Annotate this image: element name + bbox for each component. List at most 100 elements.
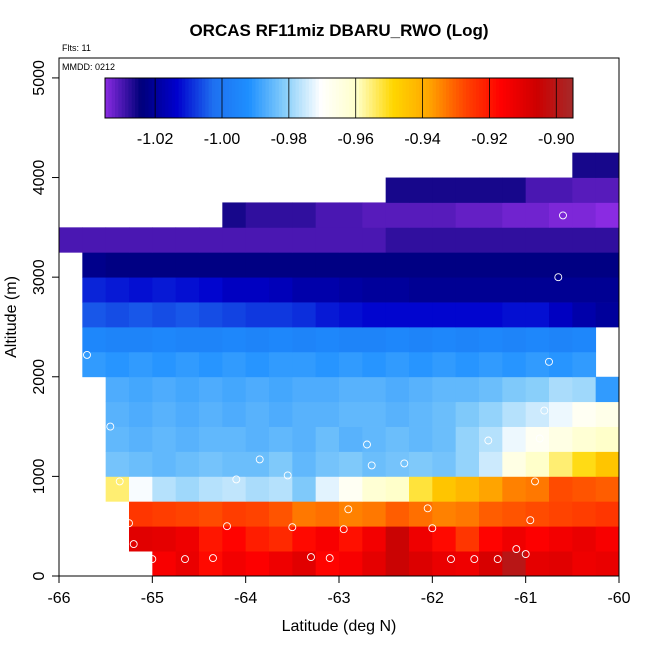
heatmap-cell	[245, 252, 270, 278]
heatmap-cell	[385, 351, 410, 378]
heatmap-cell	[269, 451, 293, 477]
flight-point	[512, 545, 521, 554]
colorbar-segment	[128, 78, 133, 118]
colorbar-segment	[412, 78, 417, 118]
heatmap-cell	[549, 526, 573, 552]
colorbar-segment	[476, 78, 480, 118]
heatmap-cell	[549, 351, 573, 378]
heatmap-cell	[129, 277, 153, 303]
colorbar-segment	[536, 78, 541, 118]
heatmap-cell	[432, 526, 457, 552]
x-axis-label: Latitude (deg N)	[282, 618, 397, 635]
heatmap-cell	[595, 177, 620, 203]
colorbar-tick-label: -0.92	[471, 131, 508, 148]
flight-point	[559, 211, 567, 220]
heatmap-cell	[292, 376, 317, 403]
heatmap-cell	[315, 426, 340, 452]
heatmap-cell	[479, 501, 503, 527]
heatmap-cell	[222, 476, 247, 502]
colorbar-segment	[345, 78, 350, 118]
heatmap-cell	[152, 451, 177, 477]
colorbar-segment	[392, 78, 397, 118]
colorbar-segment	[255, 78, 260, 118]
heatmap-cell	[315, 376, 340, 403]
heatmap-cell	[362, 302, 387, 328]
heatmap-cell	[432, 376, 457, 403]
flight-point	[325, 554, 334, 563]
colorbar-segment	[395, 78, 400, 118]
heatmap-cell	[409, 376, 433, 403]
heatmap-cell	[479, 351, 503, 378]
heatmap-cell	[175, 451, 200, 477]
heatmap-cell	[245, 476, 270, 502]
heatmap-cell	[362, 326, 387, 353]
colorbar-tick-label: -0.90	[538, 131, 575, 148]
colorbar-segment	[372, 78, 377, 118]
y-tick-label: 5000	[31, 60, 48, 96]
flight-point	[181, 555, 189, 564]
flight-point	[367, 461, 376, 470]
heatmap-cell	[222, 526, 247, 552]
heatmap-cell	[525, 501, 550, 527]
heatmap-cell	[362, 526, 387, 552]
colorbar-tick-label: -0.96	[337, 131, 374, 148]
colorbar-segment	[258, 78, 263, 118]
heatmap-cell	[222, 302, 247, 328]
heatmap-cell	[129, 476, 153, 502]
flight-point	[255, 455, 264, 464]
colorbar-segment	[242, 78, 246, 118]
colorbar-segment	[188, 78, 193, 118]
heatmap-cell	[572, 152, 597, 178]
colorbar-segment	[529, 78, 534, 118]
heatmap-cell	[105, 326, 130, 353]
heatmap-cell	[385, 426, 410, 452]
colorbar-segment	[208, 78, 213, 118]
heatmap-cell	[175, 526, 200, 552]
colorbar-segment	[315, 78, 320, 118]
heatmap-cell	[339, 252, 363, 278]
heatmap-cell	[572, 252, 597, 278]
heatmap-cell	[175, 376, 200, 403]
colorbar-segment	[285, 78, 290, 118]
heatmap-cell	[152, 277, 177, 303]
heatmap-cell	[362, 451, 387, 477]
colorbar-segment	[298, 78, 303, 118]
heatmap-cell	[175, 302, 200, 328]
heatmap-cell	[152, 551, 177, 577]
heatmap-cell	[245, 351, 270, 378]
flight-point	[531, 477, 539, 486]
heatmap-cell	[385, 177, 410, 203]
colorbar-segment	[566, 78, 571, 118]
heatmap-cell	[455, 426, 480, 452]
heatmap-cell	[82, 326, 107, 353]
flight-point	[428, 524, 437, 533]
flight-point	[545, 357, 553, 366]
heatmap-cell	[175, 227, 200, 253]
colorbar-segment	[268, 78, 273, 118]
heatmap-cell	[479, 401, 503, 427]
colorbar-segment	[559, 78, 564, 118]
date-annotation: MMDD: 0212	[62, 62, 115, 72]
heatmap-cell	[549, 451, 573, 477]
heatmap-cell	[432, 177, 457, 203]
colorbar-segment	[275, 78, 280, 118]
heatmap-cell	[175, 277, 200, 303]
heatmap-cell	[315, 252, 340, 278]
heatmap-cell	[549, 202, 573, 228]
colorbar-segment	[325, 78, 330, 118]
flight-point	[400, 459, 409, 468]
colorbar-segment	[328, 78, 333, 118]
colorbar-segment	[308, 78, 313, 118]
heatmap-cell	[385, 476, 410, 502]
heatmap-cell	[269, 401, 293, 427]
heatmap-cell	[479, 476, 503, 502]
flight-point	[209, 554, 217, 563]
heatmap-cell	[549, 252, 573, 278]
colorbar-segment	[492, 78, 497, 118]
heatmap-cell	[245, 326, 270, 353]
heatmap-cell	[572, 177, 597, 203]
flight-point	[423, 504, 432, 513]
colorbar-segment	[335, 78, 340, 118]
heatmap-cell	[409, 326, 433, 353]
colorbar-segment	[472, 78, 477, 118]
